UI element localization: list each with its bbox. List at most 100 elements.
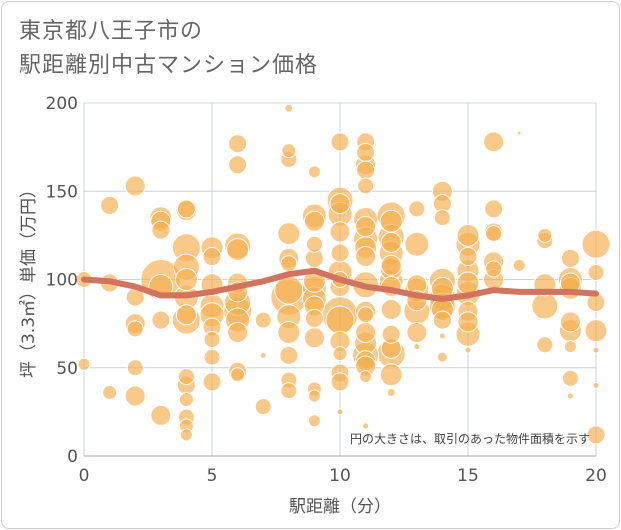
data-point [536, 336, 554, 354]
data-point [336, 408, 344, 416]
data-point [325, 305, 355, 335]
data-point [304, 308, 324, 328]
data-point [438, 332, 446, 340]
data-point [277, 222, 301, 246]
bubble-layer [75, 103, 611, 445]
data-point [379, 209, 403, 233]
data-point [404, 231, 430, 257]
data-point [408, 200, 426, 218]
data-point [357, 306, 375, 324]
data-point [100, 195, 120, 215]
data-point [329, 221, 351, 243]
data-point [179, 428, 193, 442]
y-tick-label: 50 [56, 359, 78, 379]
data-point [175, 304, 197, 326]
data-point [561, 369, 579, 387]
data-point [151, 310, 171, 330]
trend-layer [81, 267, 599, 302]
data-point [436, 351, 448, 363]
data-point [563, 340, 577, 354]
data-point [307, 165, 321, 179]
data-point [280, 255, 298, 273]
data-point [537, 227, 553, 243]
chart-title-line-2: 駅距離別中古マンション価格 [19, 53, 319, 78]
y-tick-label: 150 [46, 182, 78, 202]
data-point [284, 103, 294, 113]
data-point [330, 372, 350, 392]
data-point [230, 367, 246, 383]
x-tick-label: 10 [329, 466, 351, 486]
data-point [456, 223, 480, 247]
data-point [484, 199, 504, 219]
data-point [150, 404, 172, 426]
data-point [381, 324, 401, 344]
data-point [303, 210, 325, 232]
data-point [355, 246, 377, 268]
data-point [332, 346, 348, 362]
data-point [254, 311, 272, 329]
data-point [512, 258, 526, 272]
data-point [587, 263, 605, 281]
data-point [413, 343, 421, 351]
data-point [126, 320, 144, 338]
data-point [228, 134, 248, 154]
y-axis-title: 坪（3.3㎡）単価（万円） [19, 181, 39, 378]
data-point [581, 229, 611, 259]
data-point [178, 392, 194, 408]
x-tick-label: 15 [457, 466, 479, 486]
data-point [559, 311, 581, 333]
data-point [566, 392, 574, 400]
x-tick-label: 20 [585, 466, 607, 486]
data-point [457, 311, 479, 333]
data-point [228, 155, 248, 175]
data-point [531, 292, 559, 320]
data-point [281, 143, 297, 159]
data-point [406, 321, 428, 343]
data-point [355, 216, 377, 238]
data-point [124, 175, 146, 197]
data-point [380, 299, 402, 321]
data-point [274, 275, 304, 305]
data-point [303, 327, 325, 349]
data-point [560, 248, 580, 268]
chart-title: 東京都八王子市の 駅距離別中古マンション価格 [19, 15, 318, 83]
data-point [227, 321, 249, 343]
data-point [592, 381, 600, 389]
data-point [432, 310, 452, 330]
data-point [203, 331, 221, 349]
data-point [586, 425, 606, 445]
data-point [279, 345, 299, 365]
data-point [126, 359, 144, 377]
data-point [203, 348, 221, 366]
data-point [380, 231, 402, 253]
data-point [456, 271, 480, 295]
data-point [307, 414, 321, 428]
data-point [329, 193, 351, 215]
bubble-size-note: 円の大きさは、取引のあった物件面積を示す [350, 431, 590, 446]
data-point [305, 235, 323, 253]
data-point [458, 247, 478, 267]
data-point [379, 363, 403, 387]
y-tick-label: 200 [46, 94, 78, 114]
data-point [433, 209, 451, 227]
data-point [362, 422, 370, 430]
data-point [464, 346, 472, 354]
data-point [254, 398, 272, 416]
data-point [151, 220, 171, 240]
data-point [280, 382, 298, 400]
data-point [483, 131, 505, 153]
data-point [202, 247, 222, 267]
data-point [307, 389, 321, 403]
data-point [226, 237, 250, 261]
data-point [174, 268, 198, 291]
chart-title-line-1: 東京都八王子市の [19, 19, 204, 44]
y-tick-label: 0 [67, 447, 78, 467]
data-point [356, 160, 376, 180]
data-point [359, 370, 373, 384]
trend-line [81, 267, 599, 302]
x-axis-title: 駅距離（分） [289, 497, 391, 517]
data-point [124, 385, 146, 407]
data-point [77, 357, 91, 371]
